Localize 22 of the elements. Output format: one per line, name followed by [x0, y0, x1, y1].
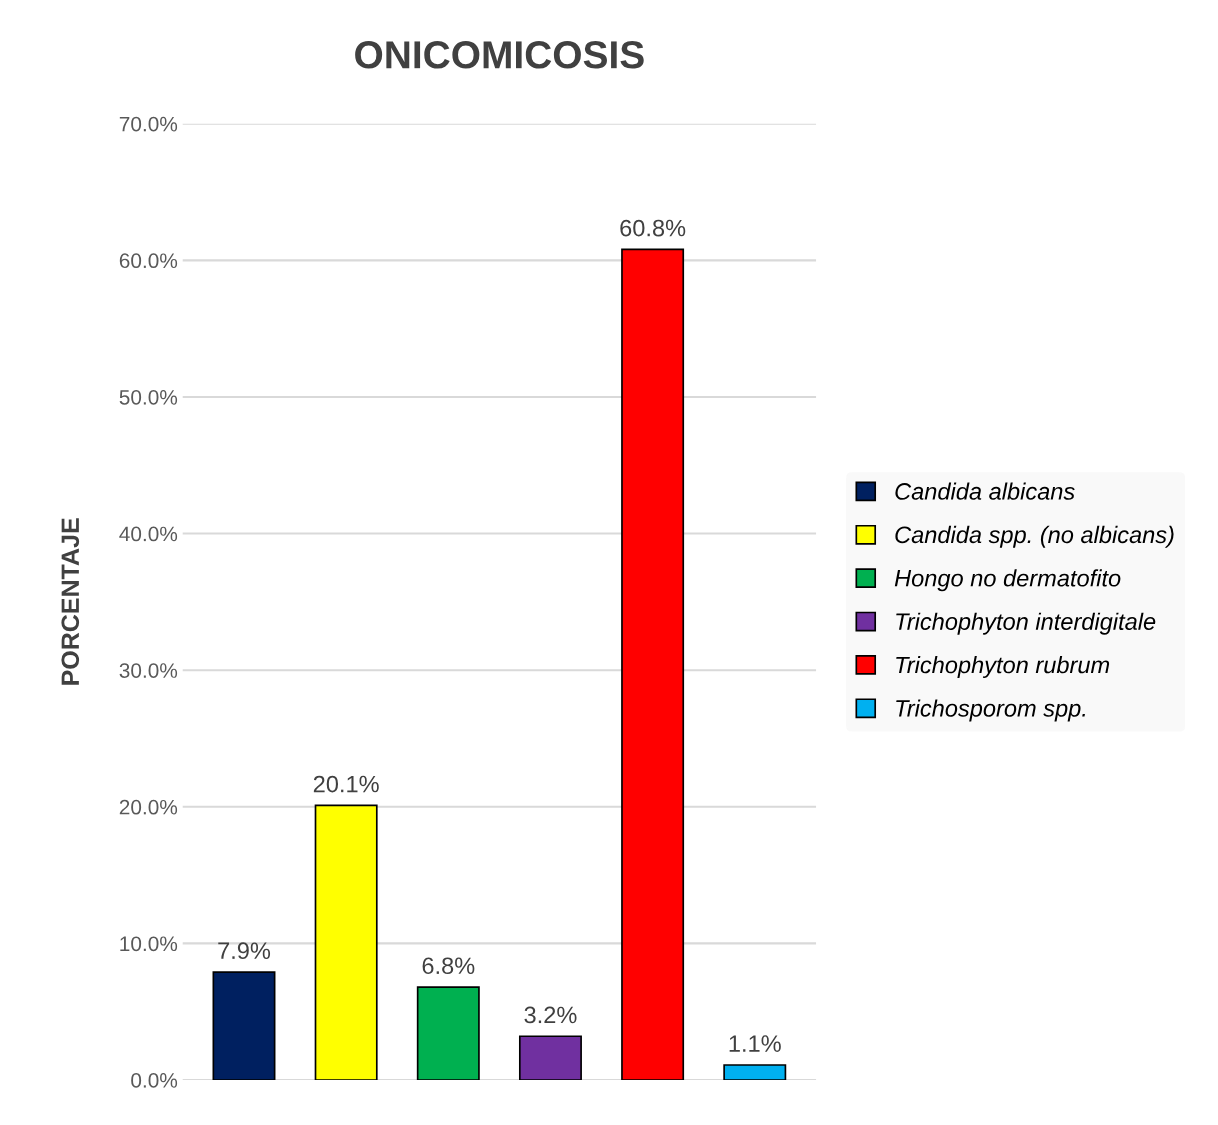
- text: 3.2%: [524, 1006, 577, 1024]
- text: 1.1%: [729, 1035, 781, 1052]
- y-tick-label: 40.0%: [119, 526, 178, 542]
- y-tick-label: 50.0%: [119, 389, 178, 405]
- legend-label: Trichophyton interdigitale: [896, 612, 1156, 635]
- text: 6.8%: [422, 957, 475, 975]
- legend-label: Candida albicans: [895, 482, 1075, 500]
- y-tick-label: 20.0%: [119, 799, 178, 815]
- y-tick-label: 60.0%: [119, 253, 178, 269]
- text: 7.9%: [218, 942, 271, 960]
- y-tick-label: 30.0%: [119, 663, 178, 678]
- text: 20.1%: [313, 775, 379, 793]
- y-tick-label: 10.0%: [120, 936, 178, 952]
- y-axis-title: PORCENTAJE: [61, 518, 80, 685]
- legend-label: Hongo no dermatofito: [894, 569, 1121, 592]
- legend-label: Trichosporom spp.: [896, 699, 1085, 722]
- chart-title: ONICOMICOSIS: [355, 41, 644, 69]
- legend-label: Trichophyton rubrum: [896, 656, 1110, 679]
- y-tick-label: 0.0%: [131, 1073, 178, 1088]
- legend-label: Candida spp. (no albicans): [895, 525, 1174, 548]
- y-tick-label: 70.0%: [119, 116, 178, 132]
- text: 60.8%: [620, 219, 686, 237]
